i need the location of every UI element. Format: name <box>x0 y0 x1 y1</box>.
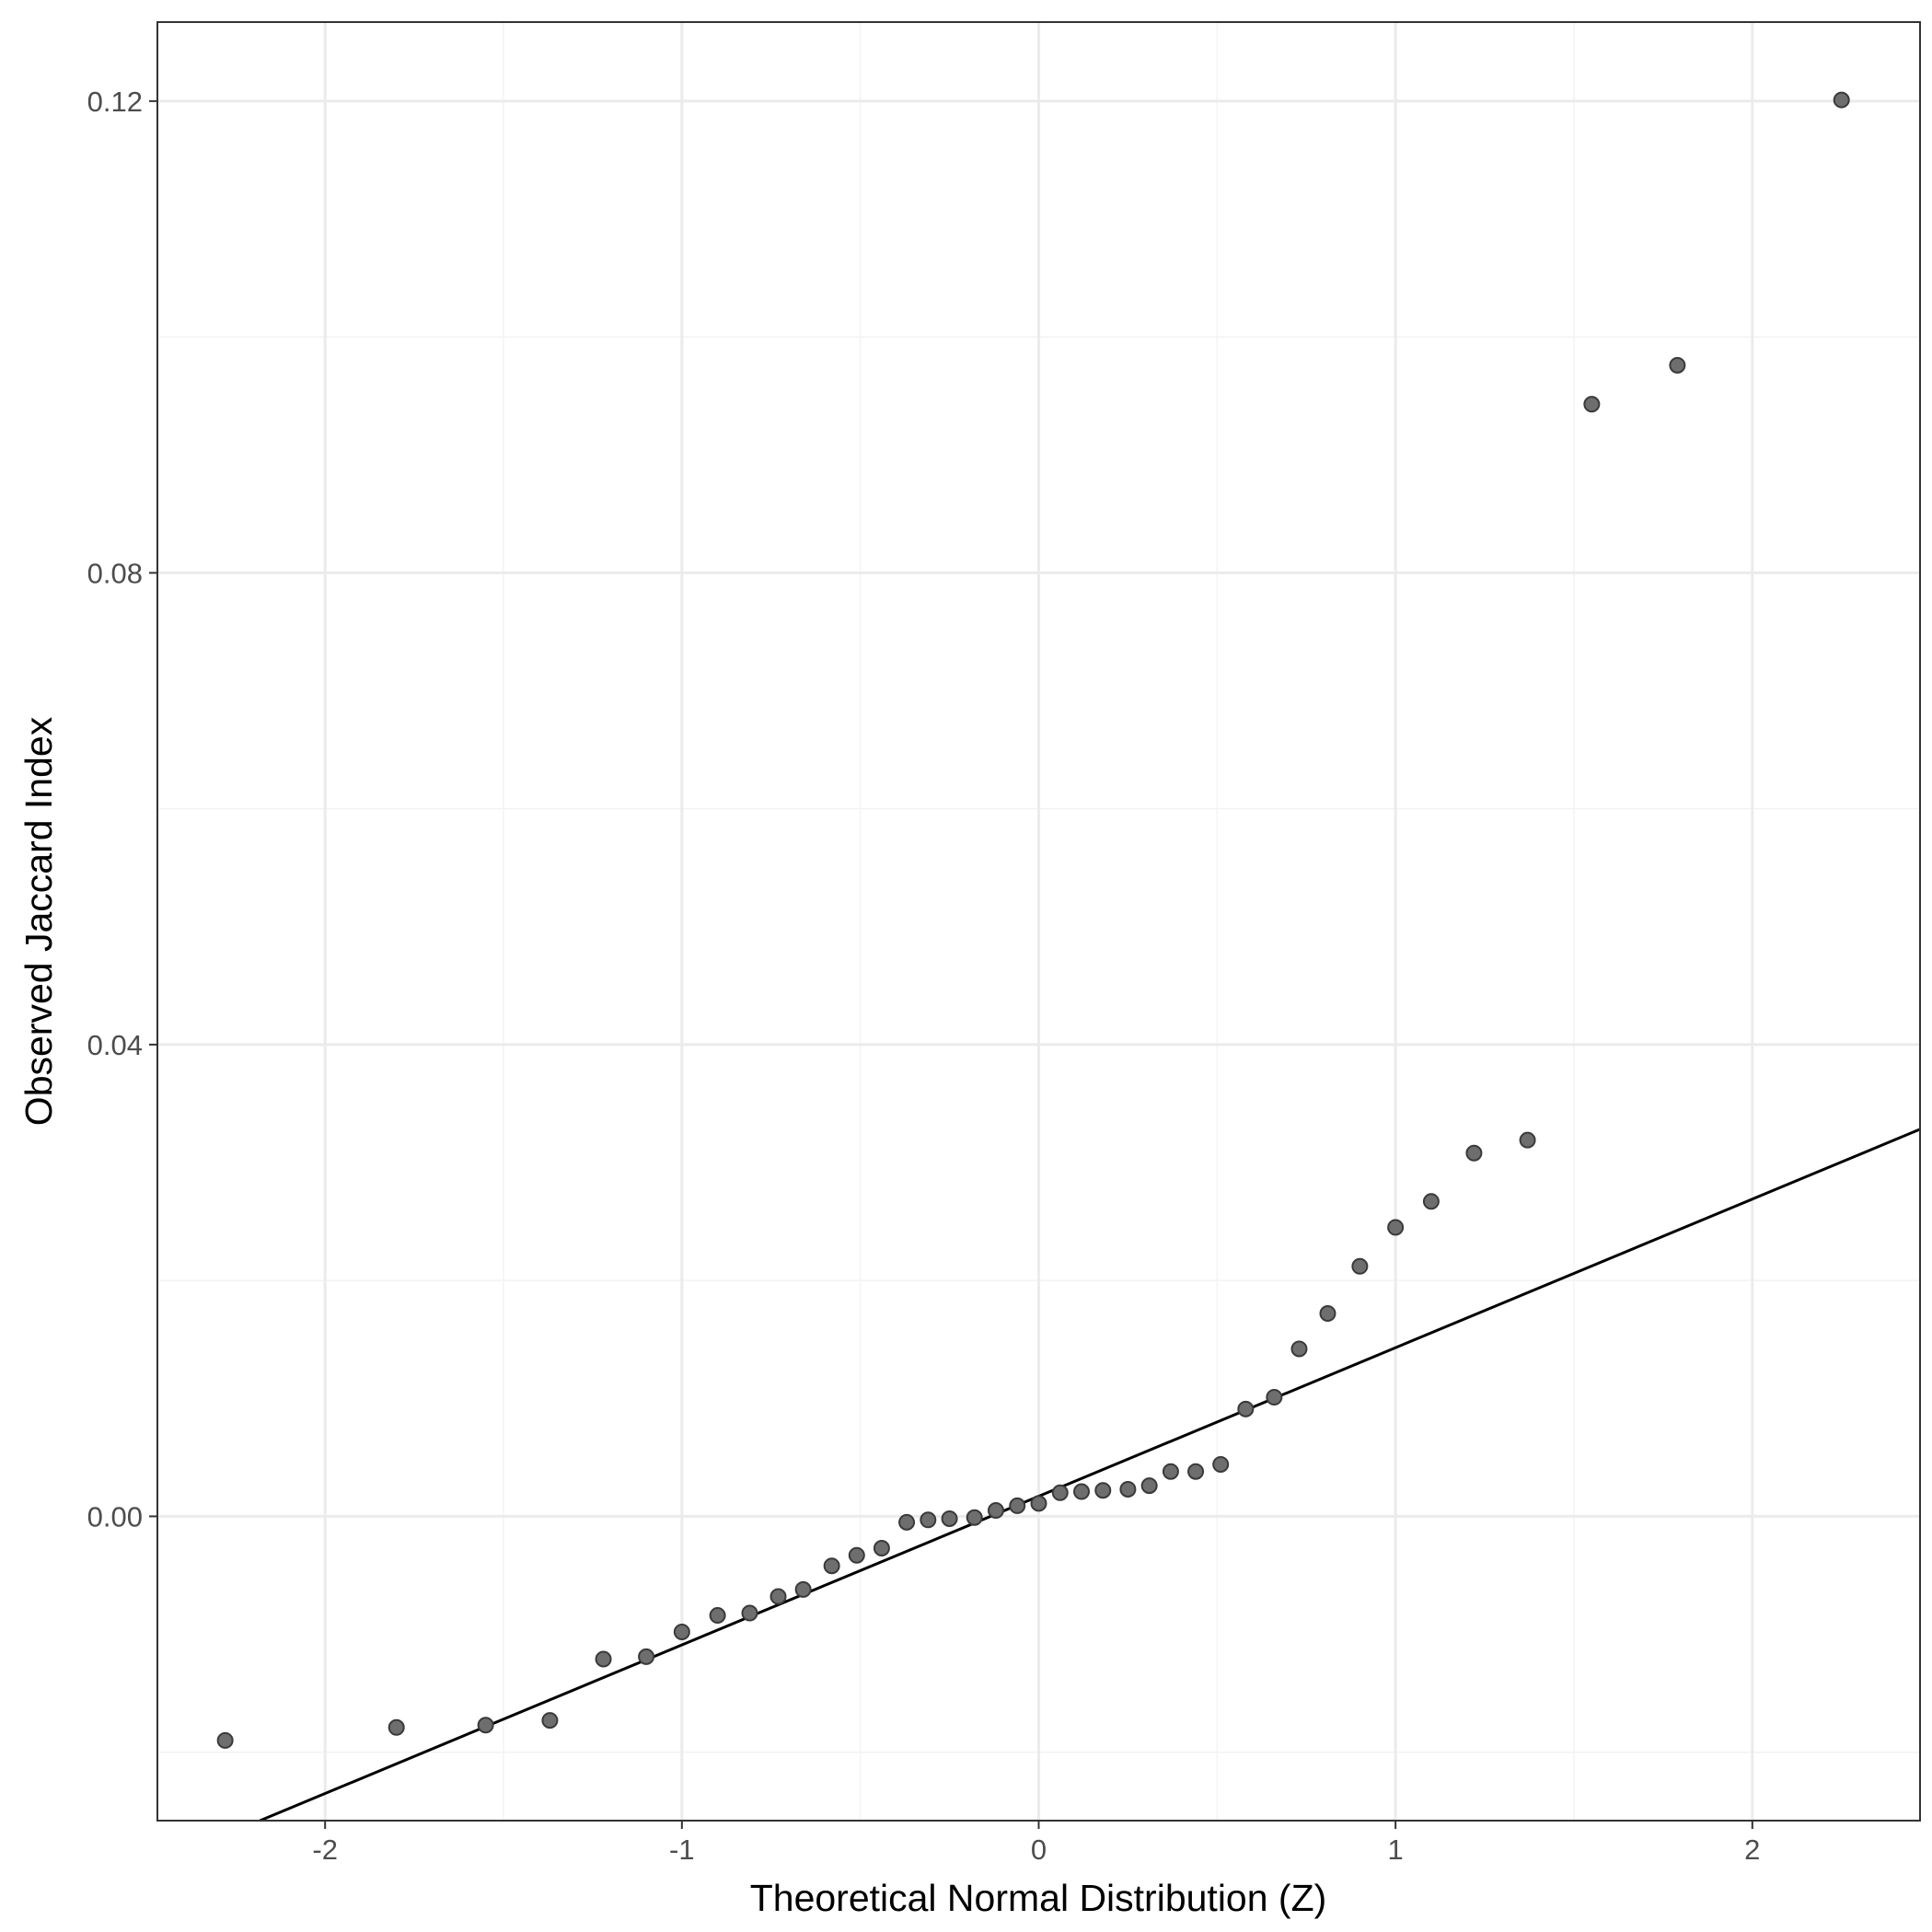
data-point <box>1094 1482 1112 1499</box>
y-tick-label: 0.12 <box>87 86 143 118</box>
qq-reference-line <box>259 1128 1921 1822</box>
data-point <box>1162 1463 1179 1480</box>
data-point <box>541 1712 559 1730</box>
data-point <box>769 1588 787 1605</box>
grid-layer <box>157 22 1920 1821</box>
data-point <box>1009 1497 1026 1514</box>
data-point <box>1290 1340 1308 1358</box>
x-tick-label: 0 <box>1031 1834 1047 1866</box>
data-point <box>898 1513 916 1531</box>
data-point <box>1519 1131 1536 1149</box>
data-point <box>1319 1305 1336 1323</box>
data-point <box>638 1648 655 1665</box>
data-point <box>741 1604 758 1622</box>
data-point <box>709 1607 726 1625</box>
data-point <box>388 1718 405 1736</box>
y-tick-label: 0.00 <box>87 1500 143 1533</box>
data-point <box>1140 1477 1158 1495</box>
data-point <box>1073 1483 1091 1500</box>
x-tick-label: 2 <box>1744 1834 1760 1866</box>
data-point <box>1030 1495 1047 1512</box>
data-point <box>966 1509 983 1526</box>
data-point <box>1583 396 1601 413</box>
data-point <box>823 1557 840 1575</box>
data-point <box>1351 1257 1369 1275</box>
data-point <box>216 1731 234 1749</box>
data-point <box>1212 1456 1230 1474</box>
data-point <box>1387 1219 1405 1236</box>
data-point <box>941 1510 958 1527</box>
data-point <box>1266 1389 1283 1406</box>
data-point <box>1119 1480 1137 1498</box>
data-point <box>1833 91 1850 109</box>
data-point <box>1187 1463 1205 1480</box>
data-point <box>1465 1144 1483 1162</box>
data-point <box>477 1717 494 1734</box>
y-tick-label: 0.08 <box>87 557 143 589</box>
data-point <box>848 1546 865 1564</box>
data-point <box>987 1502 1004 1520</box>
x-tick-label: 1 <box>1388 1834 1404 1866</box>
data-point <box>920 1511 937 1529</box>
reference-line-layer <box>259 1128 1921 1822</box>
data-point <box>1237 1400 1255 1417</box>
data-point <box>794 1580 812 1598</box>
data-point <box>1422 1193 1440 1210</box>
data-point <box>595 1650 612 1668</box>
x-tick-label: -1 <box>669 1834 695 1866</box>
data-point <box>1051 1484 1069 1501</box>
x-axis: -2 -1 0 1 2 <box>312 1821 1760 1866</box>
data-point <box>873 1540 890 1557</box>
x-tick-label: -2 <box>312 1834 338 1866</box>
y-tick-label: 0.04 <box>87 1029 143 1061</box>
points-layer <box>216 91 1850 1749</box>
y-axis: 0.00 0.04 0.08 0.12 <box>87 86 157 1533</box>
data-point <box>673 1623 690 1640</box>
data-point <box>1669 356 1686 374</box>
y-axis-title: Observed Jaccard Index <box>17 716 60 1126</box>
x-axis-title: Theoretical Normal Distribution (Z) <box>750 1877 1327 1919</box>
